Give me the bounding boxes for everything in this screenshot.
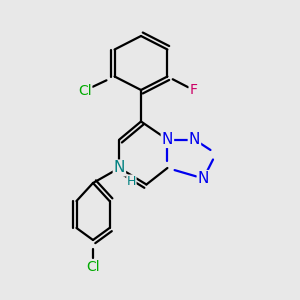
Text: F: F <box>190 83 197 97</box>
Text: N: N <box>114 160 125 175</box>
Text: Cl: Cl <box>78 84 92 98</box>
Text: N: N <box>162 132 173 147</box>
Text: N: N <box>198 171 209 186</box>
Text: Cl: Cl <box>86 260 100 274</box>
Text: N: N <box>189 132 200 147</box>
Text: H: H <box>127 175 136 188</box>
